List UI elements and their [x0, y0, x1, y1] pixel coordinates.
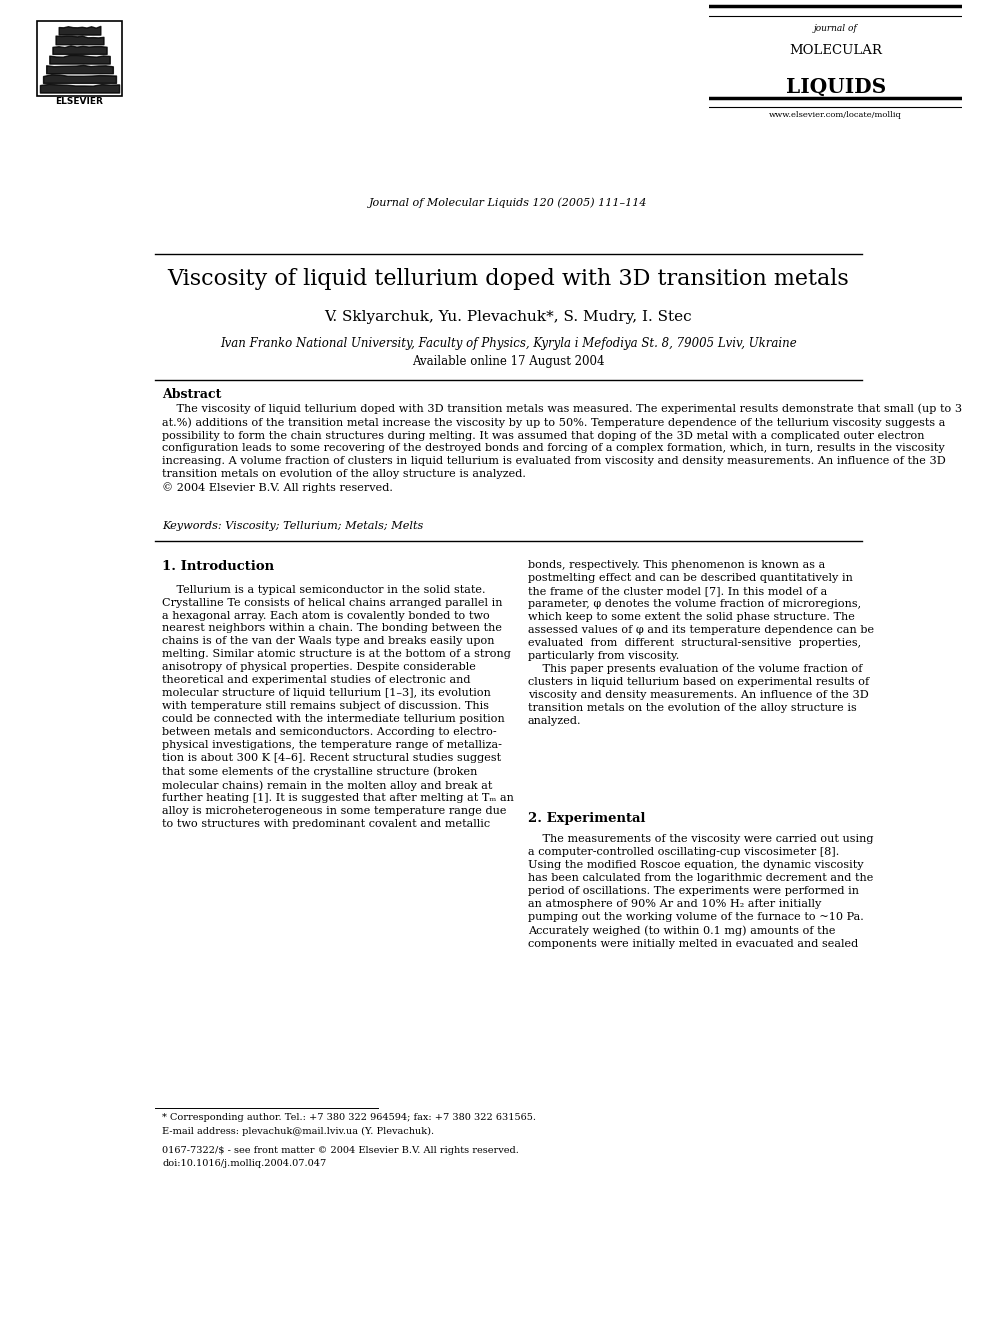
Text: doi:10.1016/j.molliq.2004.07.047: doi:10.1016/j.molliq.2004.07.047	[163, 1159, 326, 1168]
Text: ELSEVIER: ELSEVIER	[56, 97, 103, 106]
Text: E-mail address: plevachuk@mail.lviv.ua (Y. Plevachuk).: E-mail address: plevachuk@mail.lviv.ua (…	[163, 1127, 434, 1135]
FancyBboxPatch shape	[37, 21, 122, 97]
Text: The measurements of the viscosity were carried out using
a computer-controlled o: The measurements of the viscosity were c…	[528, 835, 873, 949]
Text: MOLECULAR: MOLECULAR	[790, 44, 882, 57]
Text: Tellurium is a typical semiconductor in the solid state.
Crystalline Te consists: Tellurium is a typical semiconductor in …	[163, 585, 514, 830]
Text: Ivan Franko National University, Faculty of Physics, Kyryla i Mefodiya St. 8, 79: Ivan Franko National University, Faculty…	[220, 337, 797, 351]
Text: www.elsevier.com/locate/molliq: www.elsevier.com/locate/molliq	[770, 111, 902, 119]
Text: bonds, respectively. This phenomenon is known as a
postmelting effect and can be: bonds, respectively. This phenomenon is …	[528, 560, 874, 725]
Text: Journal of Molecular Liquids 120 (2005) 111–114: Journal of Molecular Liquids 120 (2005) …	[369, 197, 648, 208]
Text: V. Sklyarchuk, Yu. Plevachuk*, S. Mudry, I. Stec: V. Sklyarchuk, Yu. Plevachuk*, S. Mudry,…	[324, 310, 692, 324]
Text: journal of: journal of	[813, 24, 858, 33]
Text: The viscosity of liquid tellurium doped with 3D transition metals was measured. : The viscosity of liquid tellurium doped …	[163, 404, 962, 493]
Text: LIQUIDS: LIQUIDS	[786, 77, 886, 97]
Text: * Corresponding author. Tel.: +7 380 322 964594; fax: +7 380 322 631565.: * Corresponding author. Tel.: +7 380 322…	[163, 1113, 537, 1122]
Text: 2. Experimental: 2. Experimental	[528, 812, 645, 824]
Text: 0167-7322/$ - see front matter © 2004 Elsevier B.V. All rights reserved.: 0167-7322/$ - see front matter © 2004 El…	[163, 1146, 520, 1155]
Text: Abstract: Abstract	[163, 388, 222, 401]
Text: Viscosity of liquid tellurium doped with 3D transition metals: Viscosity of liquid tellurium doped with…	[168, 267, 849, 290]
Text: Keywords: Viscosity; Tellurium; Metals; Melts: Keywords: Viscosity; Tellurium; Metals; …	[163, 521, 424, 532]
Text: 1. Introduction: 1. Introduction	[163, 560, 275, 573]
Text: Available online 17 August 2004: Available online 17 August 2004	[412, 356, 605, 368]
